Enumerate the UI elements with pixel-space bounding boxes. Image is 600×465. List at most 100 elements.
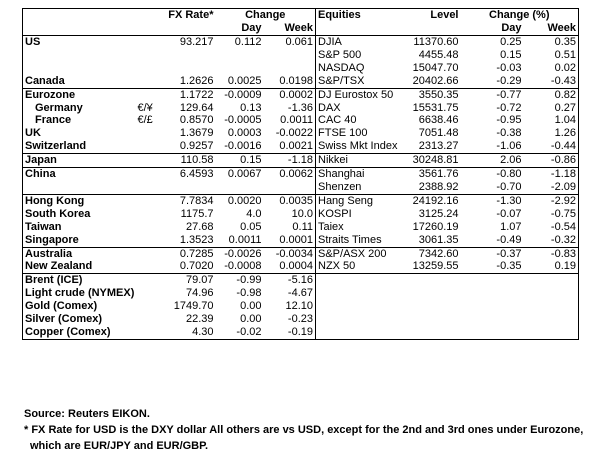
header-cell: Day bbox=[241, 22, 262, 35]
cell-fx: 93.217 bbox=[160, 34, 216, 49]
cell-week-pct: -0.86 bbox=[523, 153, 579, 168]
cell-week: -0.19 bbox=[287, 325, 313, 338]
cell-level: 7051.48 bbox=[418, 127, 459, 140]
cell-week-pct: 1.04 bbox=[554, 114, 576, 127]
cell-week-pct: -2.09 bbox=[550, 180, 576, 193]
cell-fx: 4.30 bbox=[192, 325, 214, 338]
header-cell: Change (%) bbox=[489, 9, 550, 22]
cell-week-pct: 0.35 bbox=[523, 34, 579, 49]
cell-day-pct: -0.07 bbox=[496, 207, 522, 220]
cell-day-pct bbox=[460, 273, 524, 288]
table-row: Brent (ICE) 79.07 -0.99 -5.16 bbox=[22, 273, 579, 288]
table-row: Hong Kong 7.7834 0.0020 0.0035 Hang Seng 2419… bbox=[22, 193, 579, 208]
cell-pair: €/£ bbox=[137, 114, 153, 127]
cell-index: DJIA bbox=[315, 34, 406, 49]
cell-level: 7342.60 bbox=[405, 246, 461, 261]
cell-index bbox=[315, 287, 406, 301]
cell-week: 0.0002 bbox=[263, 87, 316, 102]
cell-country: Light crude (NYMEX) bbox=[25, 287, 135, 300]
cell-pair bbox=[136, 260, 161, 273]
cell-week: 12.10 bbox=[285, 300, 313, 313]
table-body: FX Rate* Change Equities Level Change (%… bbox=[22, 8, 579, 340]
cell-day-pct: 2.06 bbox=[460, 153, 524, 168]
cell-week: -0.0022 bbox=[275, 127, 313, 140]
cell-week-pct: 0.82 bbox=[523, 87, 579, 102]
cell-index: Swiss Mkt Index bbox=[315, 140, 406, 154]
cell-country bbox=[23, 62, 136, 75]
cell-week: -0.23 bbox=[287, 313, 313, 326]
cell-week: -5.16 bbox=[263, 273, 316, 288]
cell-week: 0.0198 bbox=[279, 74, 313, 87]
cell-day-pct: -0.70 bbox=[496, 180, 522, 193]
cell-pair bbox=[136, 208, 161, 221]
cell-level: 6638.46 bbox=[418, 114, 459, 127]
header-cell: Equities bbox=[315, 8, 406, 22]
cell-day: 0.0011 bbox=[228, 233, 262, 246]
cell-week-pct bbox=[524, 300, 579, 313]
cell-day: 0.15 bbox=[215, 153, 264, 168]
cell-country: Australia bbox=[22, 246, 136, 261]
cell-day-pct: -0.38 bbox=[496, 127, 522, 140]
cell-pair bbox=[136, 49, 161, 62]
cell-day bbox=[216, 49, 264, 62]
cell-day: 0.00 bbox=[240, 300, 262, 313]
cell-country: Copper (Comex) bbox=[25, 325, 111, 338]
cell-fx: 6.4593 bbox=[160, 167, 216, 181]
cell-level: 3125.24 bbox=[418, 207, 459, 220]
cell-day-pct: -0.80 bbox=[460, 167, 524, 181]
cell-fx: 1175.7 bbox=[180, 207, 214, 220]
cell-level: 11370.60 bbox=[405, 34, 461, 49]
cell-week: -4.67 bbox=[287, 287, 313, 300]
header-cell: FX Rate* bbox=[168, 9, 214, 22]
cell-index: DJ Eurostox 50 bbox=[315, 87, 406, 102]
table-row: Eurozone 1.1722 -0.0009 0.0002 DJ Eurostox 5… bbox=[22, 87, 579, 102]
footnote: which are EUR/JPY and EUR/GBP. bbox=[30, 440, 209, 452]
cell-day: -0.0016 bbox=[224, 140, 262, 153]
cell-week-pct: 0.27 bbox=[554, 101, 576, 114]
table-row: Canada 1.2626 0.0025 0.0198 S&P/TSX 20402.66 -… bbox=[23, 74, 579, 89]
cell-pair bbox=[135, 87, 161, 102]
cell-day-pct bbox=[461, 287, 524, 300]
table-row: Copper (Comex) 4.30 -0.02 -0.19 bbox=[23, 325, 579, 340]
cell-level: 15531.75 bbox=[412, 101, 459, 114]
cell-level: 2388.92 bbox=[418, 180, 459, 193]
cell-week: -1.36 bbox=[287, 101, 313, 114]
cell-day-pct: -1.30 bbox=[460, 193, 524, 208]
table-row: Switzerland 0.9257 -0.0016 0.0021 Swiss Mkt … bbox=[23, 140, 579, 154]
cell-level: 17260.19 bbox=[412, 220, 459, 233]
cell-day-pct: -0.49 bbox=[496, 233, 522, 246]
cell-pair bbox=[135, 193, 161, 208]
cell-country: Japan bbox=[22, 153, 136, 168]
cell-day: -0.0005 bbox=[224, 114, 262, 127]
cell-week-pct: 0.19 bbox=[554, 260, 576, 273]
cell-fx: 1.1722 bbox=[160, 87, 216, 102]
cell-pair bbox=[136, 62, 161, 75]
cell-level bbox=[405, 273, 461, 288]
cell-fx: 0.7285 bbox=[160, 246, 216, 261]
cell-index: NASDAQ bbox=[315, 61, 406, 75]
table-row: Japan 110.58 0.15 -1.18 Nikkei 30248.81 2.06 -0… bbox=[22, 153, 579, 168]
cell-country: Taiwan bbox=[25, 220, 62, 233]
footnote: Source: Reuters EIKON. bbox=[24, 408, 150, 420]
cell-pair bbox=[136, 127, 161, 140]
cell-pair bbox=[136, 140, 161, 153]
cell-pair bbox=[136, 313, 161, 326]
cell-day bbox=[216, 181, 264, 194]
cell-country: Brent (ICE) bbox=[22, 273, 136, 288]
cell-day-pct: -0.37 bbox=[460, 246, 524, 261]
cell-week bbox=[264, 49, 316, 62]
cell-level: 30248.81 bbox=[405, 153, 461, 168]
header-cell: Week bbox=[547, 22, 576, 35]
cell-pair bbox=[136, 287, 161, 300]
cell-country: Singapore bbox=[25, 233, 79, 246]
cell-day-pct: -0.72 bbox=[496, 101, 522, 114]
cell-index: Straits Times bbox=[315, 233, 406, 247]
cell-week bbox=[264, 62, 316, 75]
cell-level bbox=[406, 287, 461, 300]
cell-week: 10.0 bbox=[291, 207, 313, 220]
cell-country: UK bbox=[25, 127, 41, 140]
cell-day bbox=[216, 62, 264, 75]
cell-week: 0.0021 bbox=[279, 140, 313, 153]
cell-week: 0.0011 bbox=[280, 114, 313, 127]
cell-day-pct bbox=[461, 300, 524, 313]
